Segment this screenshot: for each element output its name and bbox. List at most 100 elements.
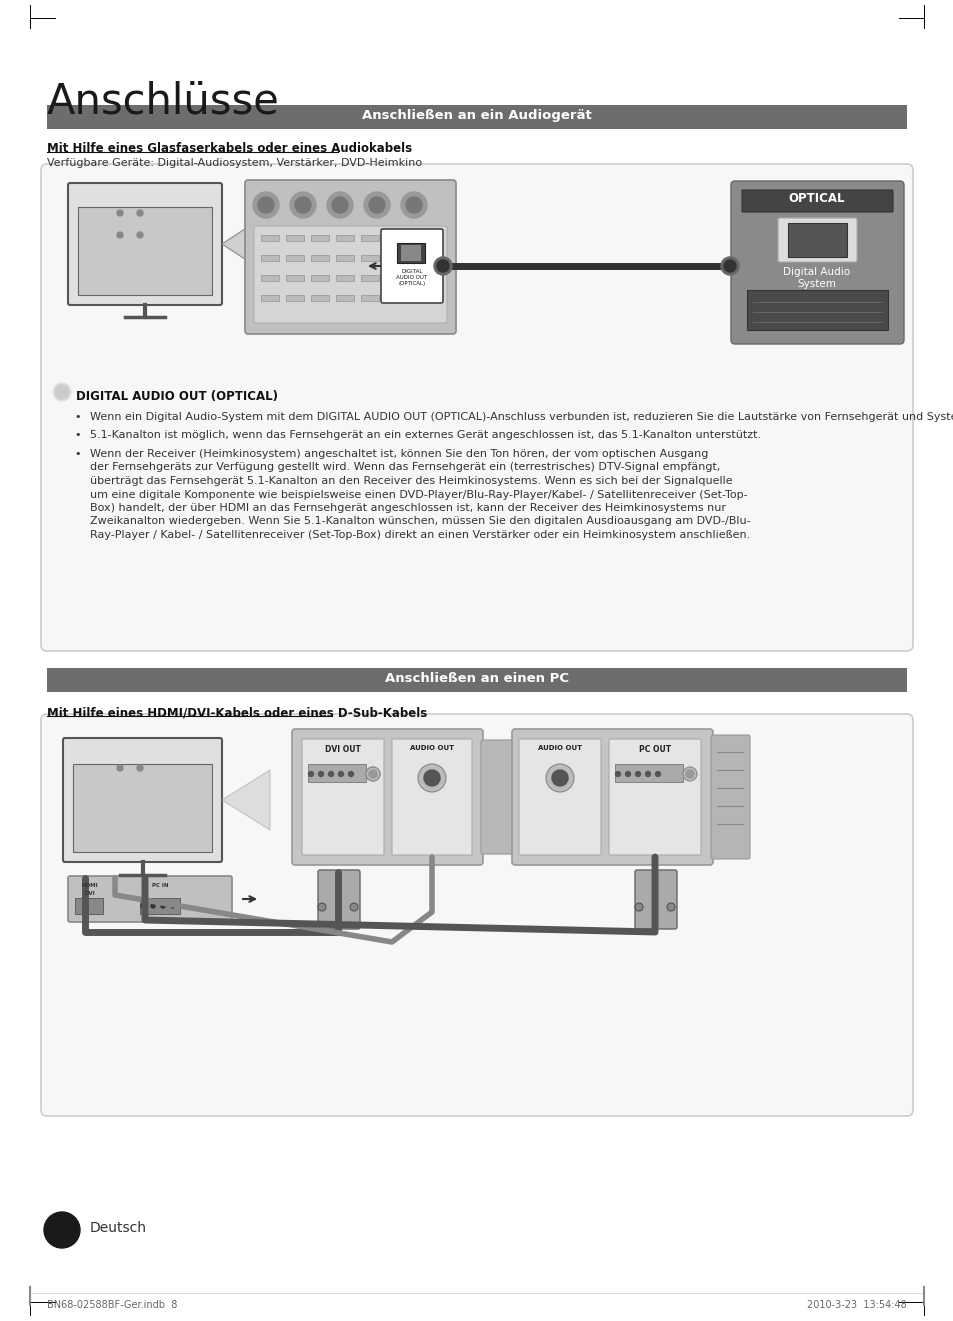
Circle shape — [137, 210, 143, 217]
Circle shape — [171, 904, 174, 908]
Bar — [411, 295, 429, 301]
Circle shape — [423, 770, 439, 786]
Text: AUDIO OUT: AUDIO OUT — [410, 745, 454, 752]
Text: 2010-3-23  13:54:48: 2010-3-23 13:54:48 — [806, 1300, 906, 1310]
Bar — [360, 255, 378, 262]
Text: DVI: DVI — [85, 890, 95, 896]
Circle shape — [328, 771, 334, 777]
Bar — [311, 255, 329, 262]
Bar — [335, 235, 354, 240]
FancyBboxPatch shape — [730, 181, 903, 343]
Bar — [286, 295, 304, 301]
Text: DIGITAL
AUDIO OUT
(OPTICAL): DIGITAL AUDIO OUT (OPTICAL) — [396, 269, 427, 287]
Circle shape — [317, 904, 326, 911]
Circle shape — [161, 904, 165, 908]
Bar — [386, 235, 403, 240]
Text: HDMI: HDMI — [82, 882, 98, 888]
Polygon shape — [222, 770, 270, 830]
Bar — [360, 235, 378, 240]
Circle shape — [55, 384, 69, 399]
FancyBboxPatch shape — [710, 734, 749, 859]
FancyBboxPatch shape — [518, 738, 600, 855]
Circle shape — [406, 197, 421, 213]
Bar — [400, 244, 420, 262]
Bar — [335, 275, 354, 281]
Circle shape — [141, 904, 145, 908]
Circle shape — [685, 770, 693, 778]
Bar — [615, 764, 682, 782]
Bar — [261, 295, 278, 301]
Bar — [286, 275, 304, 281]
Circle shape — [552, 770, 567, 786]
FancyBboxPatch shape — [41, 164, 912, 651]
Circle shape — [369, 197, 385, 213]
Circle shape — [338, 771, 343, 777]
Bar — [261, 275, 278, 281]
Circle shape — [117, 232, 123, 238]
Circle shape — [615, 771, 619, 777]
Circle shape — [434, 258, 452, 275]
Text: Anschließen an ein Audiogerät: Anschließen an ein Audiogerät — [362, 110, 591, 122]
Bar — [360, 275, 378, 281]
Bar — [73, 764, 212, 852]
FancyBboxPatch shape — [635, 871, 677, 929]
Text: 5.1-Kanalton ist möglich, wenn das Fernsehgerät an ein externes Gerät angeschlos: 5.1-Kanalton ist möglich, wenn das Ferns… — [90, 431, 760, 440]
Circle shape — [364, 192, 390, 218]
Text: •: • — [74, 412, 80, 421]
Circle shape — [44, 1211, 80, 1248]
Text: Wenn der Receiver (Heimkinosystem) angeschaltet ist, können Sie den Ton hören, d: Wenn der Receiver (Heimkinosystem) anges… — [90, 449, 708, 458]
Circle shape — [682, 768, 697, 781]
Circle shape — [308, 771, 314, 777]
Text: der Fernsehgeräts zur Verfügung gestellt wird. Wenn das Fernsehgerät ein (terres: der Fernsehgeräts zur Verfügung gestellt… — [90, 462, 720, 473]
Circle shape — [253, 192, 278, 218]
Bar — [746, 291, 887, 330]
Bar — [386, 255, 403, 262]
Circle shape — [350, 904, 357, 911]
Bar — [47, 104, 906, 129]
Circle shape — [290, 192, 315, 218]
Text: Mit Hilfe eines HDMI/DVI-Kabels oder eines D-Sub-Kabels: Mit Hilfe eines HDMI/DVI-Kabels oder ein… — [47, 705, 427, 719]
Polygon shape — [222, 219, 260, 269]
Circle shape — [151, 904, 154, 908]
Text: 8: 8 — [54, 1218, 70, 1238]
FancyBboxPatch shape — [302, 738, 384, 855]
Circle shape — [666, 904, 675, 911]
Text: DIGITAL AUDIO OUT (OPTICAL): DIGITAL AUDIO OUT (OPTICAL) — [76, 390, 277, 403]
Text: Zweikanalton wiedergeben. Wenn Sie 5.1-Kanalton wünschen, müssen Sie den digital: Zweikanalton wiedergeben. Wenn Sie 5.1-K… — [90, 517, 750, 527]
Text: Wenn ein Digital Audio-System mit dem DIGITAL AUDIO OUT (OPTICAL)-Anschluss verb: Wenn ein Digital Audio-System mit dem DI… — [90, 412, 953, 421]
Circle shape — [545, 764, 574, 793]
Circle shape — [348, 771, 354, 777]
Bar — [411, 275, 429, 281]
FancyBboxPatch shape — [68, 876, 232, 922]
Circle shape — [635, 904, 642, 911]
Circle shape — [645, 771, 650, 777]
Circle shape — [137, 232, 143, 238]
Bar — [261, 235, 278, 240]
Text: um eine digitale Komponente wie beispielsweise einen DVD-Player/Blu-Ray-Player/K: um eine digitale Komponente wie beispiel… — [90, 490, 747, 499]
Circle shape — [53, 383, 71, 402]
Text: Ray-Player / Kabel- / Satellitenreceiver (Set-Top-Box) direkt an einen Verstärke: Ray-Player / Kabel- / Satellitenreceiver… — [90, 530, 749, 540]
Text: Anschließen an einen PC: Anschließen an einen PC — [385, 672, 568, 686]
FancyBboxPatch shape — [253, 226, 447, 324]
Bar — [360, 295, 378, 301]
Circle shape — [257, 197, 274, 213]
FancyBboxPatch shape — [778, 218, 856, 262]
Circle shape — [655, 771, 659, 777]
Circle shape — [400, 192, 427, 218]
Text: AUDIO OUT: AUDIO OUT — [537, 745, 581, 752]
Circle shape — [366, 768, 379, 781]
FancyBboxPatch shape — [292, 729, 482, 865]
Circle shape — [436, 260, 449, 272]
Text: PC IN: PC IN — [152, 882, 168, 888]
FancyBboxPatch shape — [317, 871, 359, 929]
Circle shape — [369, 770, 376, 778]
Text: •: • — [74, 431, 80, 440]
FancyBboxPatch shape — [245, 180, 456, 334]
Bar — [261, 255, 278, 262]
Circle shape — [723, 260, 735, 272]
Text: Mit Hilfe eines Glasfaserkabels oder eines Audiokabels: Mit Hilfe eines Glasfaserkabels oder ein… — [47, 141, 412, 155]
Text: PC OUT: PC OUT — [639, 745, 670, 754]
Text: überträgt das Fernsehgerät 5.1-Kanalton an den Receiver des Heimkinosystems. Wen: überträgt das Fernsehgerät 5.1-Kanalton … — [90, 476, 732, 486]
FancyBboxPatch shape — [63, 738, 222, 863]
Bar — [787, 223, 846, 258]
